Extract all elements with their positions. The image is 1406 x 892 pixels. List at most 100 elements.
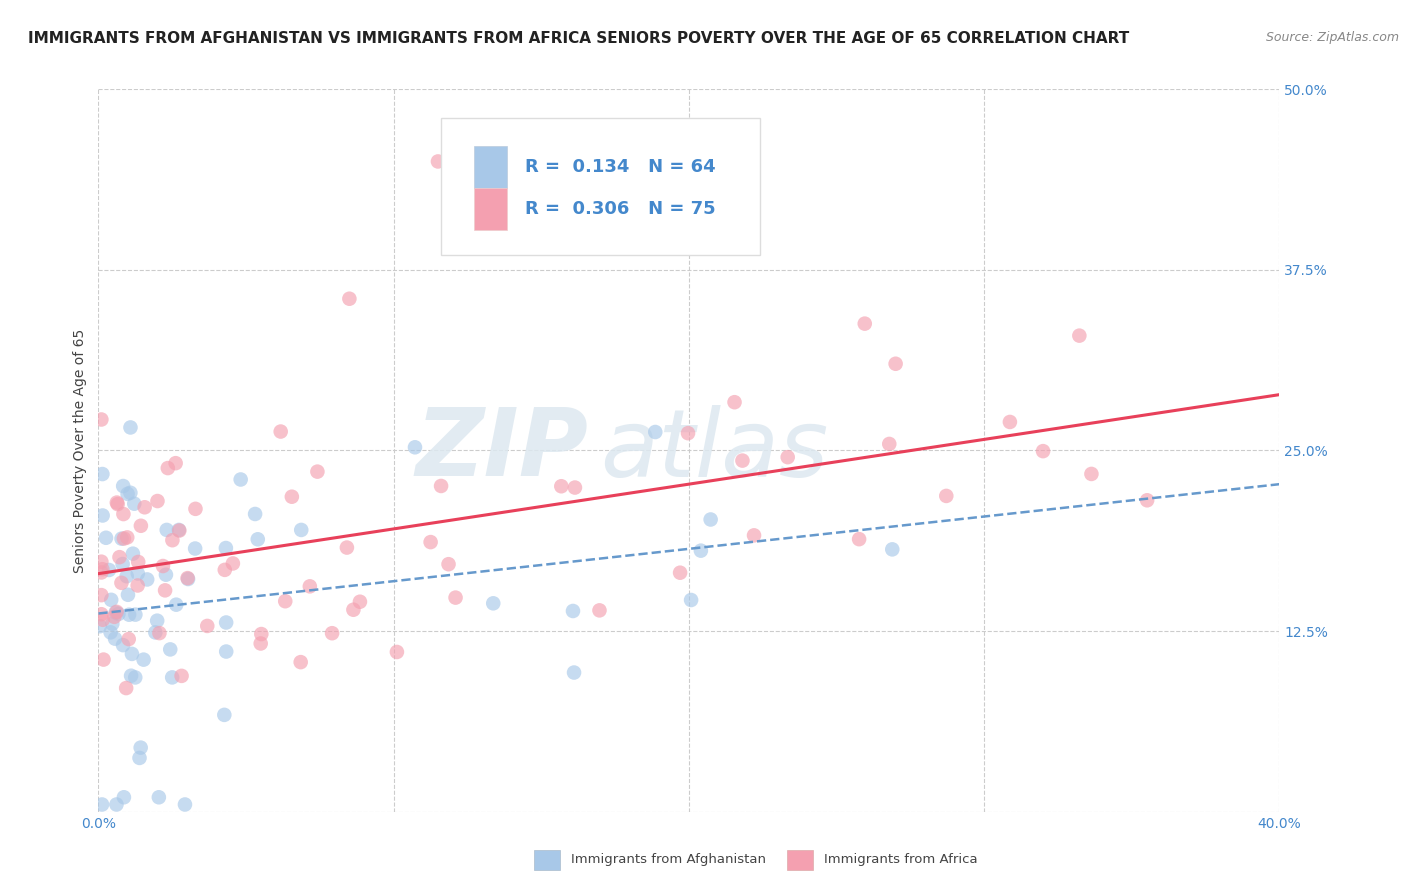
- Point: [108, 550, 131, 565]
- Point: [349, 595, 371, 609]
- Point: [110, 575, 132, 590]
- Point: [290, 523, 312, 537]
- Point: [215, 541, 238, 555]
- Point: [214, 563, 236, 577]
- Point: [132, 653, 155, 667]
- Text: Immigrants from Africa: Immigrants from Africa: [824, 854, 977, 866]
- Point: [159, 642, 181, 657]
- Point: [170, 669, 193, 683]
- Point: [162, 533, 184, 548]
- Point: [89, 619, 111, 633]
- Point: [104, 606, 127, 620]
- Point: [215, 615, 238, 630]
- Point: [91, 613, 114, 627]
- Point: [165, 456, 187, 470]
- Point: [243, 507, 266, 521]
- Point: [120, 485, 142, 500]
- Point: [882, 542, 904, 557]
- Point: [112, 507, 135, 521]
- Point: [124, 607, 146, 622]
- Point: [103, 610, 125, 624]
- Point: [91, 508, 114, 523]
- Point: [120, 669, 142, 683]
- Point: [120, 420, 142, 434]
- Point: [160, 670, 183, 684]
- Point: [148, 626, 170, 640]
- Point: [676, 426, 699, 441]
- Point: [111, 557, 134, 571]
- Point: [122, 547, 145, 561]
- Point: [90, 412, 112, 426]
- FancyBboxPatch shape: [474, 188, 508, 230]
- Point: [1136, 493, 1159, 508]
- Point: [105, 495, 128, 509]
- Point: [1069, 328, 1091, 343]
- Point: [136, 573, 159, 587]
- Point: [776, 450, 799, 465]
- Point: [127, 566, 149, 581]
- Point: [731, 453, 754, 467]
- Point: [91, 797, 114, 812]
- Point: [107, 497, 129, 511]
- Point: [100, 625, 122, 640]
- Point: [689, 543, 711, 558]
- Point: [404, 440, 426, 454]
- Point: [90, 607, 112, 622]
- Point: [174, 797, 197, 812]
- Point: [156, 523, 179, 537]
- Point: [124, 497, 146, 511]
- Point: [90, 588, 112, 602]
- FancyBboxPatch shape: [474, 146, 508, 188]
- Point: [165, 598, 187, 612]
- Point: [550, 479, 572, 493]
- Point: [129, 518, 152, 533]
- Point: [274, 594, 297, 608]
- Point: [884, 357, 907, 371]
- Text: Source: ZipAtlas.com: Source: ZipAtlas.com: [1265, 31, 1399, 45]
- Point: [321, 626, 343, 640]
- Point: [298, 579, 321, 593]
- Point: [118, 632, 141, 646]
- Point: [1032, 444, 1054, 458]
- Point: [342, 603, 364, 617]
- Point: [249, 636, 271, 650]
- Point: [290, 655, 312, 669]
- Point: [100, 592, 122, 607]
- Point: [152, 559, 174, 574]
- Point: [167, 523, 190, 537]
- Point: [104, 632, 127, 646]
- Point: [215, 644, 238, 658]
- Point: [195, 619, 218, 633]
- Point: [155, 567, 177, 582]
- Point: [427, 154, 450, 169]
- Point: [146, 494, 169, 508]
- Point: [1080, 467, 1102, 481]
- Point: [112, 479, 135, 493]
- Text: ZIP: ZIP: [416, 404, 589, 497]
- Point: [177, 572, 200, 586]
- Point: [117, 588, 139, 602]
- Point: [307, 465, 329, 479]
- Point: [115, 530, 138, 544]
- Text: R =  0.134   N = 64: R = 0.134 N = 64: [524, 158, 716, 177]
- Point: [121, 647, 143, 661]
- Point: [115, 569, 138, 583]
- Point: [153, 583, 176, 598]
- Point: [184, 501, 207, 516]
- Point: [723, 395, 745, 409]
- Point: [91, 467, 114, 481]
- Point: [336, 541, 359, 555]
- Point: [444, 591, 467, 605]
- Point: [134, 500, 156, 515]
- Point: [128, 751, 150, 765]
- Point: [148, 790, 170, 805]
- Point: [156, 461, 179, 475]
- Point: [127, 555, 149, 569]
- Point: [214, 707, 236, 722]
- Point: [91, 562, 114, 576]
- Point: [644, 425, 666, 439]
- Point: [419, 535, 441, 549]
- Point: [229, 473, 252, 487]
- Point: [250, 627, 273, 641]
- Point: [146, 614, 169, 628]
